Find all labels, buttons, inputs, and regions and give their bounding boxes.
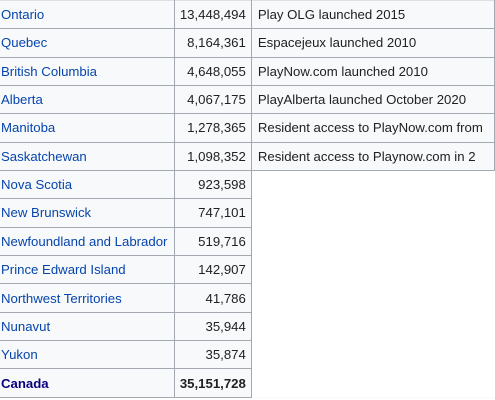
population-cell: 923,598 xyxy=(173,170,252,200)
table-row: Alberta 4,067,175 PlayAlberta launched O… xyxy=(0,85,495,115)
population-cell: 4,067,175 xyxy=(173,85,252,115)
table-row: Nunavut 35,944 xyxy=(0,311,495,342)
population-cell: 1,278,365 xyxy=(173,113,252,143)
table-row: New Brunswick 747,101 xyxy=(0,198,495,228)
notes-cell xyxy=(251,255,495,284)
population-cell: 747,101 xyxy=(173,198,252,228)
table-row: Newfoundland and Labrador 519,716 xyxy=(0,226,495,257)
notes-cell xyxy=(251,368,495,398)
table-row: Northwest Territories 41,786 xyxy=(0,283,495,313)
population-cell: 41,786 xyxy=(173,283,252,313)
province-link-newfoundland-and-labrador[interactable]: Newfoundland and Labrador xyxy=(1,233,168,249)
table-row: British Columbia 4,648,055 PlayNow.com l… xyxy=(0,56,495,87)
notes-cell: Espacejeux launched 2010 xyxy=(250,28,495,58)
province-cell: Alberta xyxy=(0,85,175,115)
province-cell: British Columbia xyxy=(0,56,175,87)
province-cell: Manitoba xyxy=(0,113,175,143)
province-link-nova-scotia[interactable]: Nova Scotia xyxy=(1,177,73,193)
province-cell: Prince Edward Island xyxy=(0,255,175,285)
population-cell: 142,907 xyxy=(173,255,252,285)
population-cell: 519,716 xyxy=(173,226,252,257)
table-row: Quebec 8,164,361 Espacejeux launched 201… xyxy=(0,28,495,58)
country-link-canada[interactable]: Canada xyxy=(1,375,49,391)
total-row: Canada 35,151,728 xyxy=(0,368,495,398)
province-link-alberta[interactable]: Alberta xyxy=(1,92,43,108)
notes-cell xyxy=(251,312,495,341)
province-link-nunavut[interactable]: Nunavut xyxy=(1,318,51,334)
total-population-cell: 35,151,728 xyxy=(173,368,252,398)
population-cell: 1,098,352 xyxy=(173,141,252,172)
province-cell: Saskatchewan xyxy=(0,141,175,172)
population-cell: 35,944 xyxy=(173,311,252,342)
population-cell: 8,164,361 xyxy=(173,28,252,58)
province-link-british-columbia[interactable]: British Columbia xyxy=(1,63,98,79)
notes-cell xyxy=(251,340,495,369)
province-cell: Nova Scotia xyxy=(0,170,175,200)
province-link-new-brunswick[interactable]: New Brunswick xyxy=(1,205,92,221)
total-label-cell: Canada xyxy=(0,368,175,398)
population-cell: 35,874 xyxy=(173,340,252,370)
notes-cell: Resident access to Playnow.com in 2 xyxy=(250,141,495,172)
province-cell: Ontario xyxy=(0,0,175,30)
province-link-yukon[interactable]: Yukon xyxy=(1,347,38,363)
table-row: Ontario 13,448,494 Play OLG launched 201… xyxy=(0,0,495,30)
table-row: Manitoba 1,278,365 Resident access to Pl… xyxy=(0,113,495,143)
table-row: Prince Edward Island 142,907 xyxy=(0,255,495,285)
province-cell: New Brunswick xyxy=(0,198,175,228)
province-cell: Nunavut xyxy=(0,311,175,342)
province-cell: Newfoundland and Labrador xyxy=(0,226,175,257)
province-link-saskatchewan[interactable]: Saskatchewan xyxy=(1,148,87,164)
table-row: Nova Scotia 923,598 xyxy=(0,170,495,200)
table-row: Yukon 35,874 xyxy=(0,340,495,370)
province-link-manitoba[interactable]: Manitoba xyxy=(1,120,56,136)
province-cell: Northwest Territories xyxy=(0,283,175,313)
notes-cell: PlayNow.com launched 2010 xyxy=(250,56,495,87)
notes-cell: PlayAlberta launched October 2020 xyxy=(250,85,495,115)
notes-cell xyxy=(251,283,495,313)
notes-cell: Resident access to PlayNow.com from xyxy=(250,113,495,143)
population-cell: 13,448,494 xyxy=(173,0,252,30)
population-cell: 4,648,055 xyxy=(173,56,252,87)
notes-cell xyxy=(251,227,495,256)
notes-cell xyxy=(251,198,495,228)
province-cell: Yukon xyxy=(0,340,175,370)
table-row: Saskatchewan 1,098,352 Resident access t… xyxy=(0,141,495,172)
province-cell: Quebec xyxy=(0,28,175,58)
notes-cell xyxy=(251,170,495,199)
province-link-ontario[interactable]: Ontario xyxy=(1,7,45,23)
notes-cell: Play OLG launched 2015 xyxy=(250,0,495,30)
province-link-prince-edward-island[interactable]: Prince Edward Island xyxy=(1,262,126,278)
province-link-quebec[interactable]: Quebec xyxy=(1,35,48,51)
province-link-northwest-territories[interactable]: Northwest Territories xyxy=(1,290,122,306)
